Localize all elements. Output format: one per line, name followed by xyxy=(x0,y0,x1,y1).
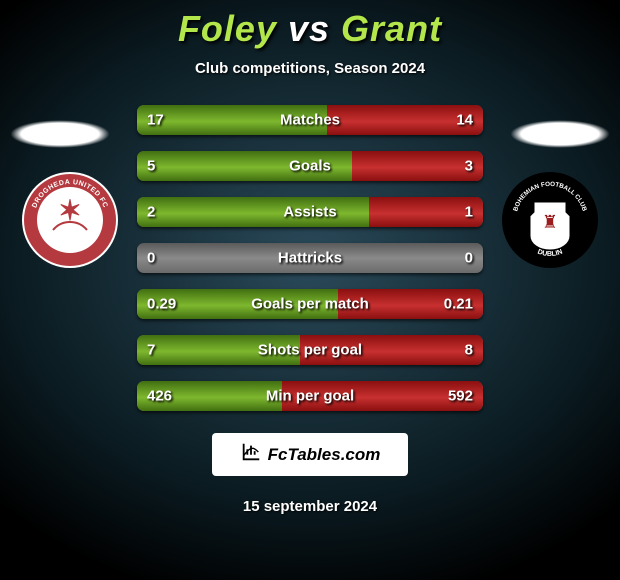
stat-value-left: 426 xyxy=(147,388,172,405)
stat-value-left: 0 xyxy=(147,250,155,267)
player-right-name: Grant xyxy=(341,8,442,49)
stat-value-right: 0 xyxy=(465,250,473,267)
stat-label: Goals xyxy=(289,158,331,175)
stat-row: 0.29 0.21 Goals per match xyxy=(137,289,483,319)
stat-row: 2 1 Assists xyxy=(137,197,483,227)
player-left-name: Foley xyxy=(178,8,277,49)
subtitle: Club competitions, Season 2024 xyxy=(195,60,425,77)
svg-text:✶: ✶ xyxy=(58,195,81,226)
stat-label: Min per goal xyxy=(266,388,354,405)
club-crest-left: ✶ DROGHEDA UNITED FC xyxy=(20,170,120,270)
page-title: Foley vs Grant xyxy=(178,8,442,50)
stat-value-right: 592 xyxy=(448,388,473,405)
stats-bars: 17 14 Matches 5 3 Goals 2 1 Assists 0 0 Hattricks 0.… xyxy=(137,105,483,411)
stat-bar-right xyxy=(352,151,483,181)
stat-label: Hattricks xyxy=(278,250,342,267)
brand-badge[interactable]: FcTables.com xyxy=(212,433,409,476)
comparison-card: Foley vs Grant Club competitions, Season… xyxy=(0,0,620,580)
stat-value-left: 0.29 xyxy=(147,296,176,313)
chart-icon xyxy=(240,441,262,468)
date-text: 15 september 2024 xyxy=(243,498,377,515)
stat-label: Goals per match xyxy=(251,296,369,313)
stat-row: 5 3 Goals xyxy=(137,151,483,181)
stat-value-right: 0.21 xyxy=(444,296,473,313)
stat-value-right: 8 xyxy=(465,342,473,359)
club-crest-right: ♜ BOHEMIAN FOOTBALL CLUB DUBLIN xyxy=(500,170,600,270)
stat-value-left: 17 xyxy=(147,112,164,129)
stat-row: 426 592 Min per goal xyxy=(137,381,483,411)
halo-right xyxy=(510,120,610,148)
stat-value-left: 5 xyxy=(147,158,155,175)
stat-row: 7 8 Shots per goal xyxy=(137,335,483,365)
stat-value-right: 3 xyxy=(465,158,473,175)
svg-text:♜: ♜ xyxy=(542,212,558,232)
vs-text: vs xyxy=(288,8,330,49)
stat-label: Shots per goal xyxy=(258,342,362,359)
stat-value-left: 2 xyxy=(147,204,155,221)
brand-text: FcTables.com xyxy=(268,445,381,465)
stat-value-right: 1 xyxy=(465,204,473,221)
stat-row: 17 14 Matches xyxy=(137,105,483,135)
stat-value-left: 7 xyxy=(147,342,155,359)
stat-label: Matches xyxy=(280,112,340,129)
stat-value-right: 14 xyxy=(456,112,473,129)
halo-left xyxy=(10,120,110,148)
stat-row: 0 0 Hattricks xyxy=(137,243,483,273)
stat-label: Assists xyxy=(283,204,336,221)
